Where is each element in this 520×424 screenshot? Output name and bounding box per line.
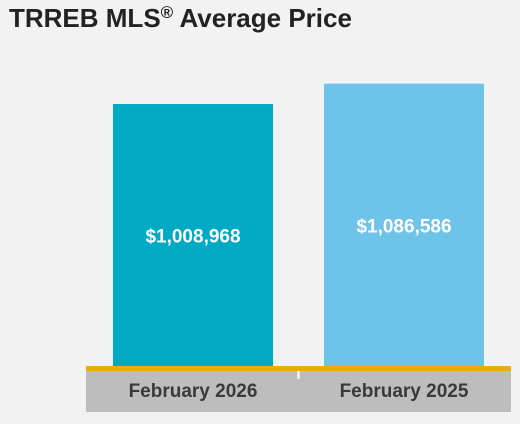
registered-mark: ® <box>160 3 174 22</box>
chart-title-suffix: Average Price <box>173 3 352 33</box>
bar-2 <box>324 83 484 369</box>
category-label-2: February 2025 <box>340 381 469 402</box>
bar-1 <box>113 104 273 370</box>
axis-baseline <box>86 366 511 371</box>
data-label-1: $1,008,968 <box>145 227 240 248</box>
chart-title: TRREB MLS® Average Price <box>9 3 352 34</box>
category-label-1: February 2026 <box>129 381 258 402</box>
category-divider <box>297 371 300 379</box>
chart-title-text: TRREB MLS <box>9 3 161 33</box>
data-label-2: $1,086,586 <box>356 216 451 237</box>
